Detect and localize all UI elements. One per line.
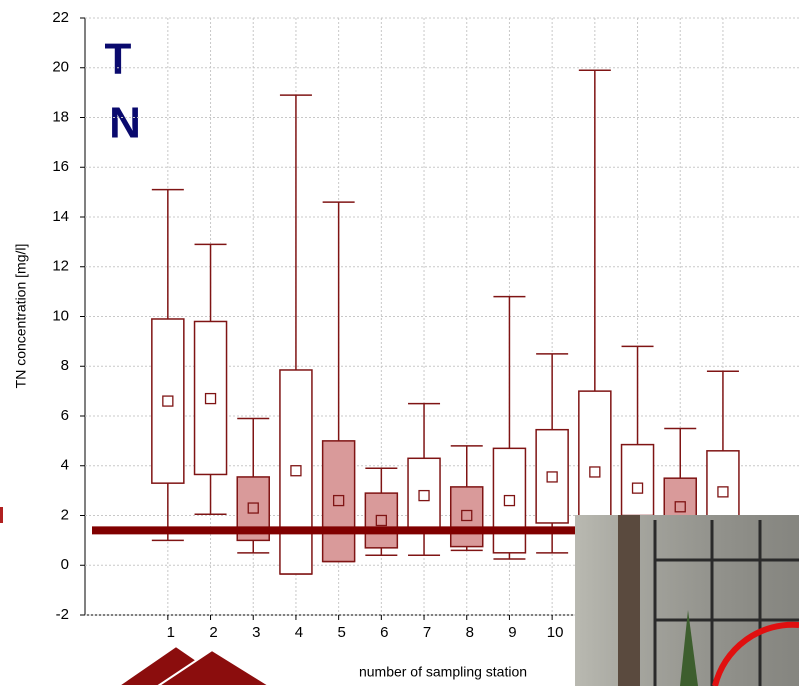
y-tick-label: 0 [61,556,69,573]
x-tick-label: 9 [508,624,516,641]
y-tick-label: 16 [52,158,69,175]
y-tick-label: 20 [52,59,69,76]
annotation: N [109,99,141,148]
y-tick-label: 12 [52,258,69,275]
box [622,445,654,516]
x-axis-label: number of sampling station [359,664,527,680]
chart: TN concentration [mg/l] number of sampli… [0,0,799,686]
house-icons [118,646,270,686]
x-tick-label: 6 [380,624,388,641]
edge-mark [0,507,3,523]
box [152,319,184,483]
y-tick-label: 4 [61,457,69,474]
y-tick-label: 8 [61,357,69,374]
x-tick-label: 4 [295,624,303,641]
x-tick-label: 5 [337,624,345,641]
box [323,441,355,562]
box [365,493,397,548]
tree-trunk [618,515,640,686]
x-tick-label: 7 [423,624,431,641]
box [280,370,312,574]
y-tick-label: 14 [52,208,69,225]
box [579,391,611,535]
y-tick-label: 22 [52,9,69,26]
y-tick-label: -2 [56,606,69,623]
x-tick-label: 8 [466,624,474,641]
box [408,458,440,533]
y-axis-label: TN concentration [mg/l] [13,244,29,389]
annotation: T [105,35,132,84]
photo-overlay [575,515,799,686]
box [195,321,227,474]
y-tick-label: 10 [52,307,69,324]
box [536,430,568,523]
y-tick-label: 6 [61,407,69,424]
x-tick-label: 10 [547,624,564,641]
box [493,448,525,552]
y-tick-label: 2 [61,506,69,523]
x-tick-label: 3 [252,624,260,641]
x-tick-label: 1 [167,624,175,641]
x-tick-label: 2 [209,624,217,641]
box [451,487,483,547]
y-tick-label: 18 [52,108,69,125]
